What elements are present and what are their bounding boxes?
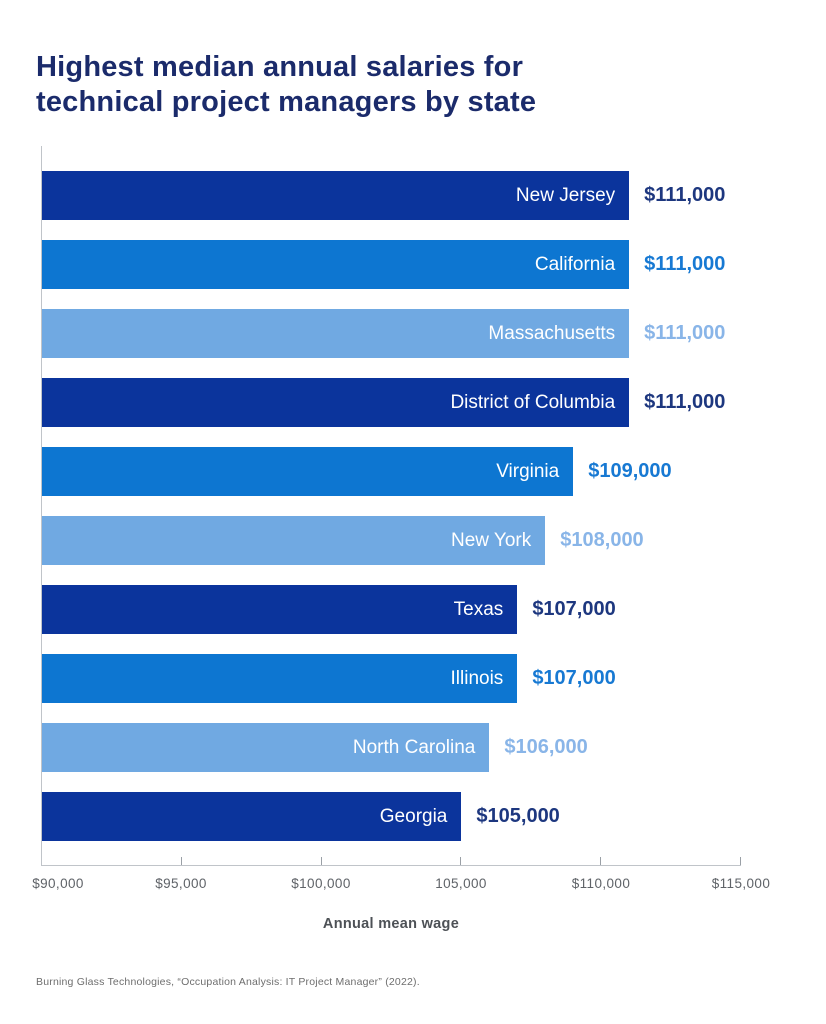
bar-label: Massachusetts (488, 322, 616, 344)
bar-label: Texas (453, 598, 504, 620)
bar-label: North Carolina (352, 736, 476, 758)
chart-title: Highest median annual salaries for techn… (36, 50, 536, 120)
value-label: $108,000 (560, 529, 644, 551)
value-label: $111,000 (644, 184, 726, 206)
bar: Massachusetts (42, 309, 630, 358)
x-axis-tick-mark (740, 857, 741, 865)
bar-row: North Carolina $106,000 (42, 713, 741, 782)
value-label: $107,000 (532, 667, 616, 689)
bar-label: District of Columbia (450, 391, 616, 413)
x-axis-tick-label: $115,000 (711, 876, 771, 891)
source-citation: Burning Glass Technologies, “Occupation … (36, 976, 420, 988)
bar: District of Columbia (42, 378, 630, 427)
value-label: $109,000 (588, 460, 672, 482)
value-label: $106,000 (504, 736, 588, 758)
bar: California (42, 240, 630, 289)
bar-row: District of Columbia $111,000 (42, 368, 741, 437)
bar: Georgia (42, 792, 462, 841)
bar: Texas (42, 585, 518, 634)
x-axis-tick-label: $95,000 (155, 876, 207, 891)
bar-label: New York (450, 529, 532, 551)
value-label: $111,000 (644, 322, 726, 344)
bar: North Carolina (42, 723, 490, 772)
value-label: $111,000 (644, 391, 726, 413)
x-axis-tick-mark (460, 857, 462, 865)
x-axis-tick-label: $110,000 (571, 876, 631, 891)
bar: New Jersey (42, 171, 630, 220)
x-axis-tick-mark (320, 857, 322, 865)
value-label: $107,000 (532, 598, 616, 620)
bar-label: California (534, 253, 616, 275)
x-axis-tick-mark (180, 857, 182, 865)
x-axis-tick-label: $100,000 (291, 876, 351, 891)
bar-row: Virginia $109,000 (42, 437, 741, 506)
value-label: $111,000 (644, 253, 726, 275)
chart-title-line2: technical project managers by state (36, 86, 537, 118)
bar-row: Illinois $107,000 (42, 644, 741, 713)
x-axis-title: Annual mean wage (322, 916, 460, 932)
bar-label: Georgia (379, 805, 448, 827)
bar-chart-plot-area: New Jersey $111,000 California $111,000 … (41, 146, 741, 866)
chart-title-line1: Highest median annual salaries for (36, 51, 524, 83)
bar: Illinois (42, 654, 518, 703)
x-axis-tick-label: 105,000 (435, 876, 487, 891)
bar: Virginia (42, 447, 574, 496)
value-label: $105,000 (476, 805, 560, 827)
bar-row: New York $108,000 (42, 506, 741, 575)
x-axis-tick-labels: $90,000 $95,000 $100,000 105,000 $110,000 $11… (32, 876, 770, 896)
bars: New Jersey $111,000 California $111,000 … (42, 161, 741, 851)
bar-label: Illinois (450, 667, 504, 689)
bar-row: Georgia $105,000 (42, 782, 741, 851)
bar: New York (42, 516, 546, 565)
x-axis-tick-label: $90,000 (32, 876, 84, 891)
bar-row: New Jersey $111,000 (42, 161, 741, 230)
x-axis-tick-mark (600, 857, 602, 865)
bar-row: California $111,000 (42, 230, 741, 299)
bar-label: New Jersey (515, 184, 616, 206)
bar-row: Massachusetts $111,000 (42, 299, 741, 368)
bar-row: Texas $107,000 (42, 575, 741, 644)
bar-label: Virginia (496, 460, 560, 482)
